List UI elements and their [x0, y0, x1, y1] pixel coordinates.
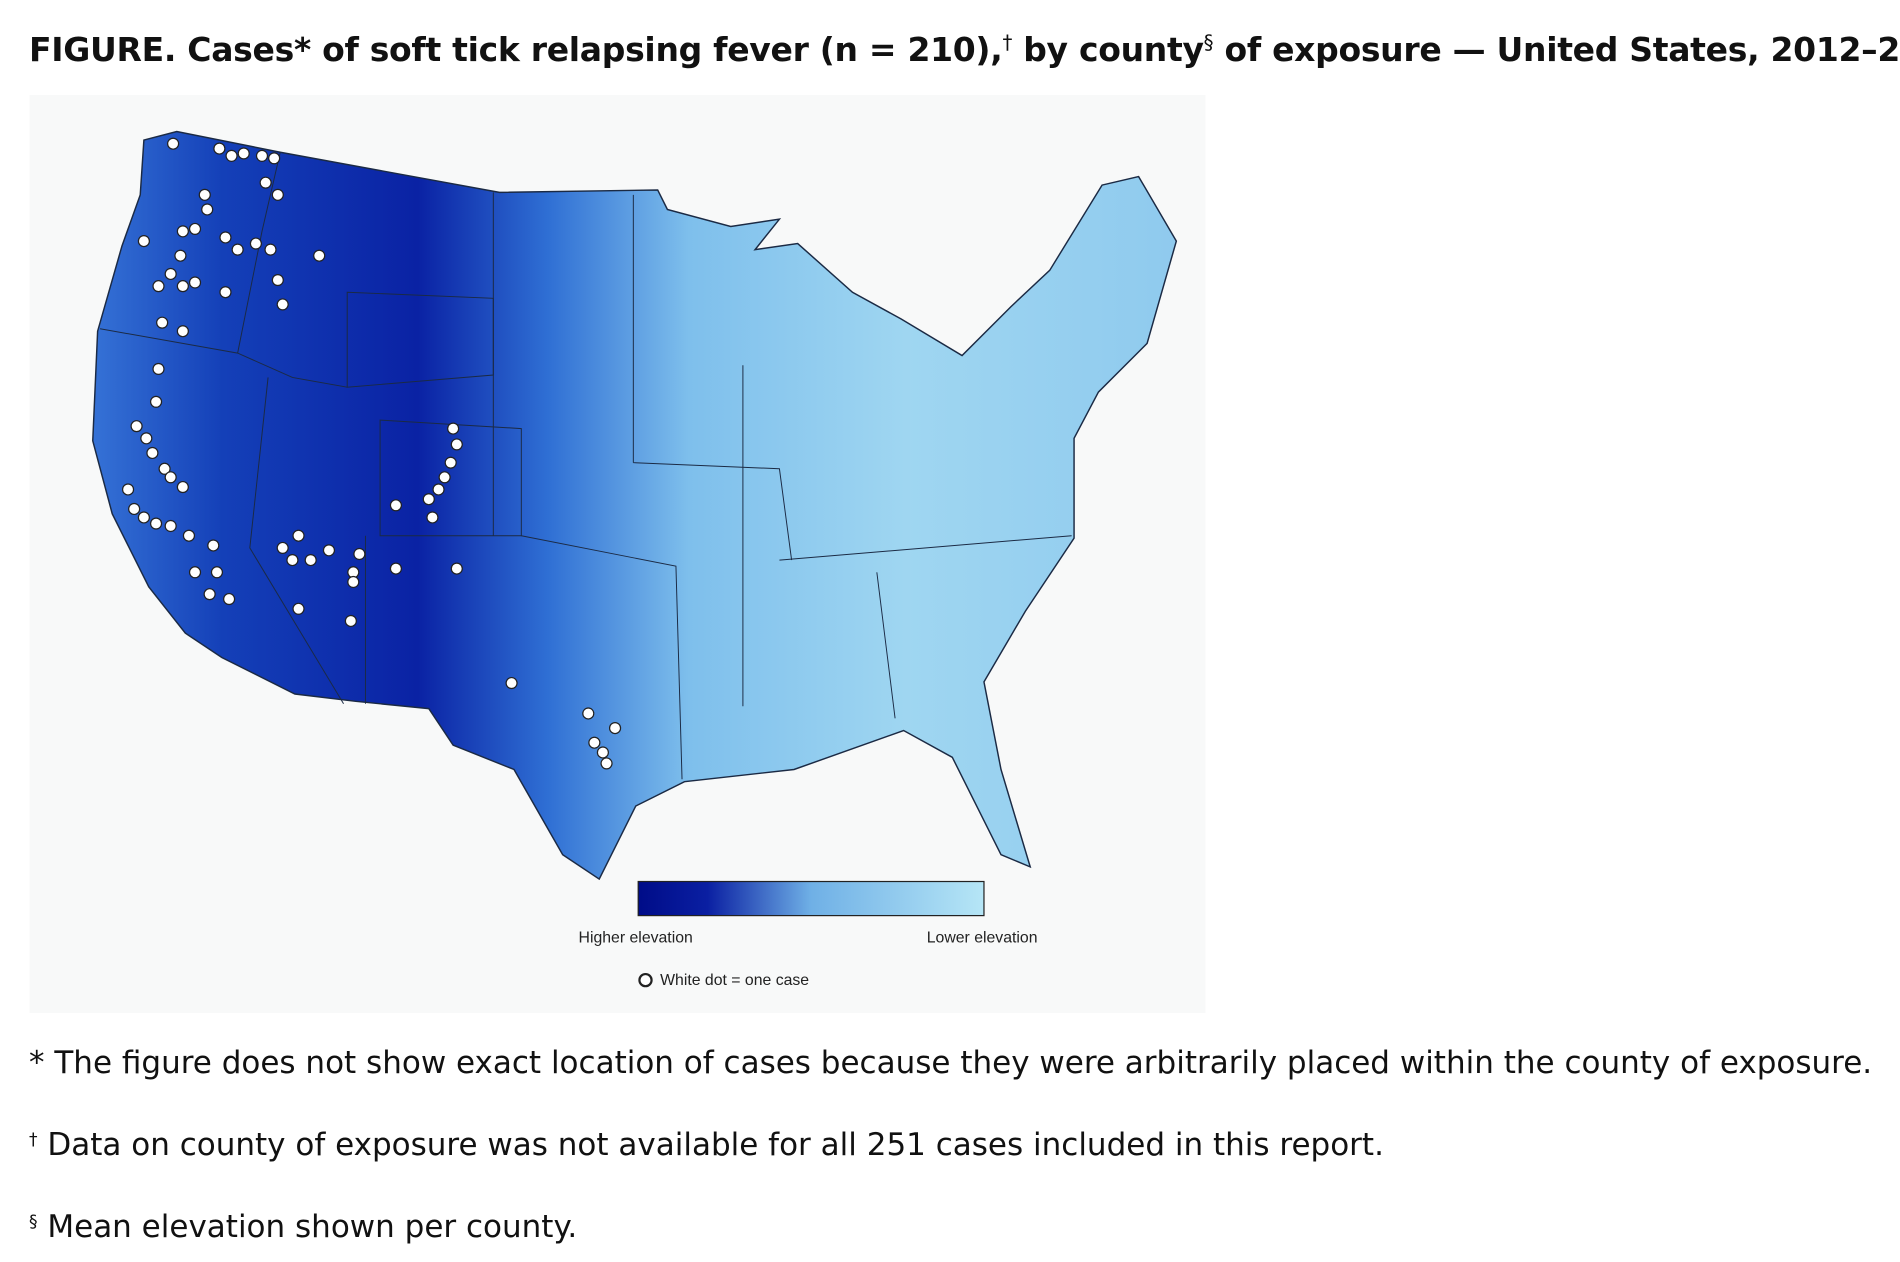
footnote-marker: †	[29, 1129, 38, 1150]
case-dot	[174, 249, 187, 262]
case-dot	[223, 592, 236, 606]
case-dot	[149, 517, 163, 530]
case-dot	[128, 502, 141, 516]
case-dot	[444, 456, 457, 469]
case-dot	[450, 438, 463, 451]
case-dot	[432, 483, 445, 496]
case-dot	[207, 539, 220, 552]
case-dot	[137, 235, 150, 248]
case-dot	[292, 529, 305, 542]
case-dot	[176, 325, 189, 338]
case-dot	[164, 471, 177, 484]
case-dot	[201, 203, 214, 216]
case-dot	[152, 280, 165, 293]
case-dot	[276, 541, 289, 554]
case-dot	[219, 286, 232, 299]
title-mark: †	[1002, 31, 1013, 55]
case-dot	[176, 280, 189, 293]
case-dot	[255, 149, 269, 162]
footnote: § Mean elevation shown per county.	[29, 1209, 577, 1245]
title-text: of exposure — United States, 2012–2021	[1213, 30, 1900, 69]
case-dot	[608, 722, 622, 735]
footnote-text: Mean elevation shown per county.	[37, 1209, 578, 1245]
footnote-text: Data on county of exposure was not avail…	[37, 1127, 1384, 1163]
state-borders	[99, 152, 1072, 780]
case-dot	[158, 462, 171, 475]
case-dot	[198, 188, 211, 201]
case-dot	[156, 316, 169, 329]
case-dot	[130, 420, 143, 433]
case-dot	[188, 222, 202, 236]
case-dot	[176, 225, 189, 238]
case-dot	[505, 676, 518, 690]
figure-label: FIGURE.	[29, 30, 177, 69]
case-dot	[304, 554, 317, 567]
case-dot	[167, 137, 180, 150]
case-dot	[344, 614, 357, 628]
case-dot	[450, 562, 463, 575]
case-dot	[286, 554, 299, 567]
legend-dot	[638, 972, 653, 988]
case-dot	[271, 188, 284, 201]
case-dot	[600, 757, 613, 770]
case-dot	[438, 471, 451, 484]
title-text: by county	[1012, 30, 1204, 69]
us-outline	[92, 130, 1178, 881]
case-dot	[213, 142, 226, 155]
case-dot	[149, 395, 163, 408]
case-dot	[231, 243, 244, 256]
case-dot	[237, 147, 250, 160]
figure-title: FIGURE. Cases* of soft tick relapsing fe…	[29, 30, 1900, 69]
case-dot	[447, 422, 460, 435]
case-dot	[422, 493, 435, 506]
case-dot	[188, 276, 202, 289]
case-dot	[121, 483, 135, 496]
footnote-text: The figure does not show exact location …	[44, 1045, 1873, 1081]
case-dot	[353, 547, 366, 561]
footnote-marker: §	[29, 1211, 38, 1232]
title-mark: §	[1203, 31, 1214, 55]
case-dot	[249, 237, 262, 250]
legend-label: Lower elevation	[927, 929, 1038, 946]
case-dot	[188, 566, 202, 579]
title-text: Cases* of soft tick relapsing fever (n =…	[187, 30, 1003, 69]
case-dot	[225, 149, 238, 162]
case-dot	[276, 298, 289, 311]
case-dot	[203, 588, 216, 601]
case-dot	[259, 176, 272, 189]
case-dot	[146, 446, 159, 460]
case-dot	[137, 511, 150, 524]
legend-label: White dot = one case	[660, 972, 809, 989]
footnote-marker: *	[29, 1045, 45, 1081]
case-dot	[271, 273, 284, 287]
case-dot	[582, 707, 595, 720]
case-dot	[152, 362, 165, 376]
case-dot	[347, 575, 360, 589]
case-dot	[389, 562, 403, 575]
case-dot	[389, 499, 403, 512]
case-dot	[219, 231, 232, 244]
case-dot	[596, 746, 609, 759]
case-dot	[313, 249, 326, 262]
case-dot	[322, 544, 336, 557]
case-dot	[140, 432, 153, 445]
case-dots	[121, 137, 622, 770]
legend-bar	[637, 880, 985, 917]
case-dot	[588, 736, 601, 749]
footnote: † Data on county of exposure was not ava…	[29, 1127, 1384, 1163]
case-dot	[426, 511, 439, 524]
case-dot	[164, 267, 177, 281]
case-dot	[164, 519, 177, 533]
map: Higher elevation Lower elevation White d…	[29, 95, 1206, 1013]
case-dot	[182, 529, 196, 542]
case-dot	[210, 566, 224, 579]
case-dot	[264, 243, 277, 256]
case-dot	[268, 152, 281, 165]
legend-label: Higher elevation	[579, 929, 693, 946]
case-dot	[292, 602, 305, 615]
case-dot	[176, 480, 189, 494]
footnote: * The figure does not show exact locatio…	[29, 1045, 1872, 1081]
